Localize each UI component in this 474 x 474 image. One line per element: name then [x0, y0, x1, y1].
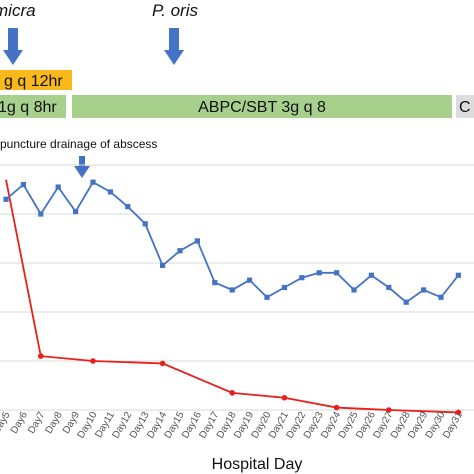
organism-right-label: P. oris: [152, 1, 198, 20]
blue-data-point: [212, 280, 218, 286]
regimen-bar-green-main: [72, 95, 452, 118]
regimen-orange-label: g q 12hr: [4, 73, 63, 90]
series-layer: [3, 179, 462, 416]
red-data-point: [333, 404, 340, 411]
blue-data-point: [177, 248, 183, 254]
blue-data-point: [368, 272, 374, 278]
blue-data-point: [20, 182, 26, 188]
blue-data-point: [73, 208, 79, 215]
red-data-point: [38, 353, 44, 359]
drainage-label: puncture drainage of abscess: [0, 137, 157, 151]
blue-data-point: [351, 287, 357, 293]
arrow-down-icon-right: [164, 28, 184, 65]
blue-data-point: [299, 275, 305, 281]
blue-data-point: [55, 184, 61, 190]
blue-data-point: [229, 287, 235, 293]
blue-data-point: [264, 294, 270, 300]
series-line-blue: [5, 180, 460, 304]
x-tick-labels: Day5Day6Day7Day8Day9Day10Day11Day12Day13…: [0, 410, 465, 441]
x-axis-title: Hospital Day: [212, 456, 303, 473]
arrow-down-icon-drainage: [74, 156, 90, 178]
blue-data-point: [90, 179, 96, 185]
red-data-point: [229, 390, 235, 396]
red-data-point: [159, 360, 166, 367]
regimen-bar-green-left: [0, 95, 66, 118]
blue-data-point: [438, 294, 444, 300]
blue-data-point: [403, 299, 409, 305]
blue-data-point: [142, 221, 148, 227]
regimen-green-main-label: ABPC/SBT 3g q 8: [198, 99, 326, 116]
blue-data-point: [421, 287, 427, 293]
red-data-point: [90, 358, 96, 364]
regimen-bar-right: [456, 95, 474, 118]
organism-left-label: micra: [0, 1, 36, 20]
red-data-point: [455, 409, 462, 416]
blue-data-point: [3, 196, 9, 202]
red-data-point: [281, 394, 288, 401]
blue-data-point: [386, 284, 392, 291]
gridlines: [0, 164, 474, 411]
red-data-point: [386, 407, 392, 413]
blue-data-point: [455, 272, 461, 278]
regimen-bar-orange: [0, 70, 72, 90]
blue-data-point: [316, 270, 322, 276]
blue-data-point: [194, 238, 200, 244]
series-line-red: [5, 179, 459, 414]
blue-data-point: [281, 284, 287, 291]
regimen-right-label: C: [459, 99, 471, 116]
blue-data-point: [247, 277, 253, 283]
blue-data-point: [38, 211, 44, 217]
blue-data-point: [160, 262, 166, 269]
blue-data-point: [125, 204, 131, 210]
arrow-down-icon-left: [3, 28, 23, 65]
regimen-green-left-label: 1g q 8hr: [0, 99, 57, 116]
blue-data-point: [107, 189, 113, 195]
blue-data-point: [334, 270, 340, 276]
